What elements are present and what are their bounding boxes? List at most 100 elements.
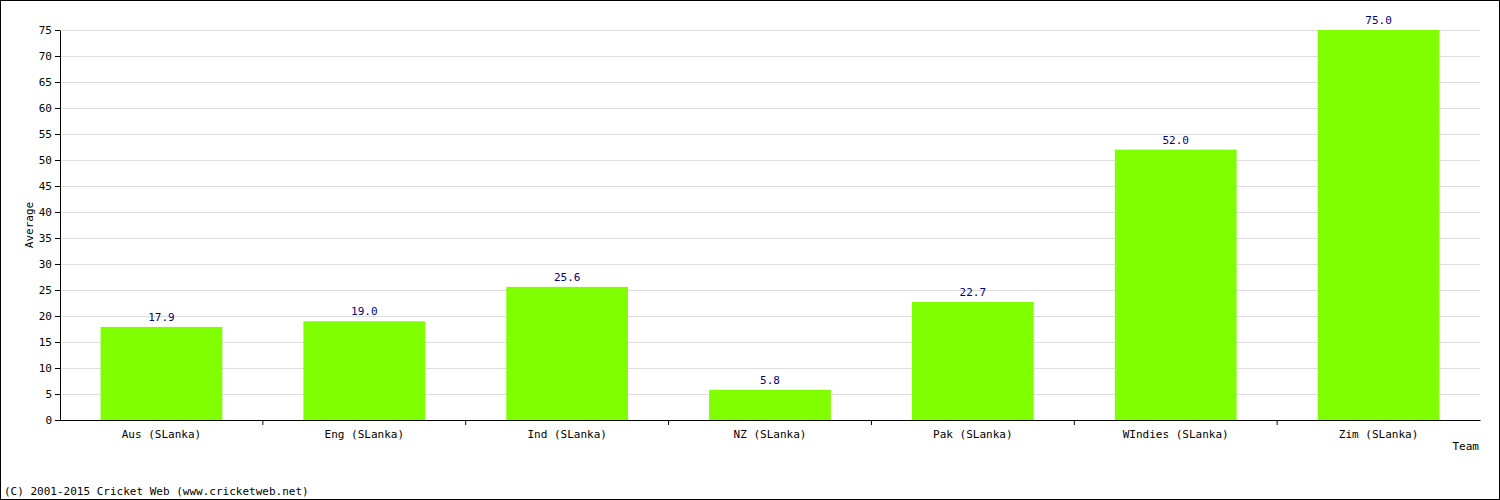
category-separator (668, 420, 669, 425)
y-tick-mark (55, 342, 60, 343)
x-axis-title: Team (1453, 440, 1480, 453)
category-separator (871, 420, 872, 425)
y-tick-label: 20 (39, 310, 52, 323)
category-separator (262, 420, 263, 425)
y-tick-label: 55 (39, 128, 52, 141)
grid (60, 31, 1480, 421)
x-tick-label: Aus (SLanka) (122, 428, 201, 441)
y-tick: 35 (39, 232, 60, 245)
y-tick-label: 70 (39, 50, 52, 63)
y-tick-mark (55, 264, 60, 265)
data-labels: 17.9 19.0 25.6 5.8 22.7 52.0 75.0 (148, 14, 1392, 387)
y-tick: 60 (39, 102, 60, 115)
y-tick-mark (55, 290, 60, 291)
grid-line (60, 82, 1480, 83)
x-tick: WIndies (SLanka) (1123, 420, 1229, 441)
category-separator (1074, 420, 1075, 425)
border (1, 1, 1500, 500)
y-tick-label: 30 (39, 258, 52, 271)
y-tick: 15 (39, 336, 60, 349)
x-tick-label: Pak (SLanka) (933, 428, 1012, 441)
data-label: 22.7 (960, 286, 987, 299)
y-tick: 20 (39, 310, 60, 323)
x-tick: Ind (SLanka) (527, 420, 606, 441)
grid-line (60, 420, 1480, 421)
y-tick-mark (55, 368, 60, 369)
y-tick: 0 (45, 414, 60, 427)
x-tick: Zim (SLanka) (1339, 420, 1418, 441)
grid-line (60, 342, 1480, 343)
y-tick: 40 (39, 206, 60, 219)
annotation: (C) 2001-2015 Cricket Web (www.cricketwe… (4, 485, 309, 498)
y-tick-label: 10 (39, 362, 52, 375)
grid-line (60, 160, 1480, 161)
x-tick-label: Ind (SLanka) (527, 428, 606, 441)
grid-line (60, 56, 1480, 57)
y-axis: 0 5 10 15 20 25 30 35 40 45 50 55 60 65 70 75 (39, 24, 61, 427)
grid-line (60, 238, 1480, 239)
grid-line (60, 134, 1480, 135)
x-tick: Eng (SLanka) (325, 420, 404, 441)
y-tick: 50 (39, 154, 60, 167)
data-label: 25.6 (554, 271, 581, 284)
y-tick: 10 (39, 362, 60, 375)
chart-container: 17.9 19.0 25.6 5.8 22.7 52.0 75.0 0 5 10 15 20 25 30 3… (0, 0, 1500, 500)
data-label: 75.0 (1365, 14, 1392, 27)
y-tick-label: 65 (39, 76, 52, 89)
bar (101, 327, 223, 420)
grid-line (60, 264, 1480, 265)
x-tick: NZ (SLanka) (734, 420, 807, 441)
y-tick-label: 60 (39, 102, 52, 115)
grid-line (60, 30, 1480, 31)
y-tick: 45 (39, 180, 60, 193)
y-tick: 5 (45, 388, 60, 401)
y-tick: 25 (39, 284, 60, 297)
y-tick-label: 35 (39, 232, 52, 245)
y-tick: 55 (39, 128, 60, 141)
y-tick-label: 5 (45, 388, 52, 401)
y-tick-mark (55, 238, 60, 239)
x-tick: Pak (SLanka) (933, 420, 1012, 441)
y-tick-label: 50 (39, 154, 52, 167)
bar (709, 390, 831, 420)
data-label: 19.0 (351, 305, 378, 318)
data-label: 17.9 (148, 311, 175, 324)
y-tick-mark (55, 56, 60, 57)
bar (303, 321, 425, 420)
y-tick-mark (55, 82, 60, 83)
y-tick-label: 40 (39, 206, 52, 219)
y-tick-mark (55, 160, 60, 161)
y-tick-label: 0 (45, 414, 52, 427)
x-tick: Aus (SLanka) (122, 420, 201, 441)
category-separator (465, 420, 466, 425)
grid-line (60, 290, 1480, 291)
y-tick-mark (55, 108, 60, 109)
y-axis-line (60, 31, 61, 421)
x-tick-label: WIndies (SLanka) (1123, 428, 1229, 441)
grid-line (60, 108, 1480, 109)
y-tick-mark (55, 316, 60, 317)
grid-line (60, 316, 1480, 317)
x-axis: Aus (SLanka) Eng (SLanka) Ind (SLanka) NZ (… (61, 420, 1481, 441)
y-tick: 65 (39, 76, 60, 89)
y-tick: 70 (39, 50, 60, 63)
y-tick-mark (55, 186, 60, 187)
x-axis-line (61, 420, 1481, 421)
bar (506, 287, 628, 420)
grid-line (60, 368, 1480, 369)
x-tick-label: NZ (SLanka) (734, 428, 807, 441)
grid-line (60, 212, 1480, 213)
y-tick: 75 (39, 24, 60, 37)
bars (101, 30, 1440, 420)
y-tick-label: 45 (39, 180, 52, 193)
y-axis-title: Average (23, 202, 36, 248)
x-tick-label: Eng (SLanka) (325, 428, 404, 441)
data-label: 52.0 (1162, 134, 1189, 147)
chart-svg: 17.9 19.0 25.6 5.8 22.7 52.0 75.0 0 5 10 15 20 25 30 3… (0, 0, 1500, 500)
data-label: 5.8 (760, 374, 780, 387)
bar (1318, 30, 1440, 420)
grid-line (60, 186, 1480, 187)
x-tick-label: Zim (SLanka) (1339, 428, 1418, 441)
bar (912, 302, 1034, 420)
y-tick-label: 75 (39, 24, 52, 37)
